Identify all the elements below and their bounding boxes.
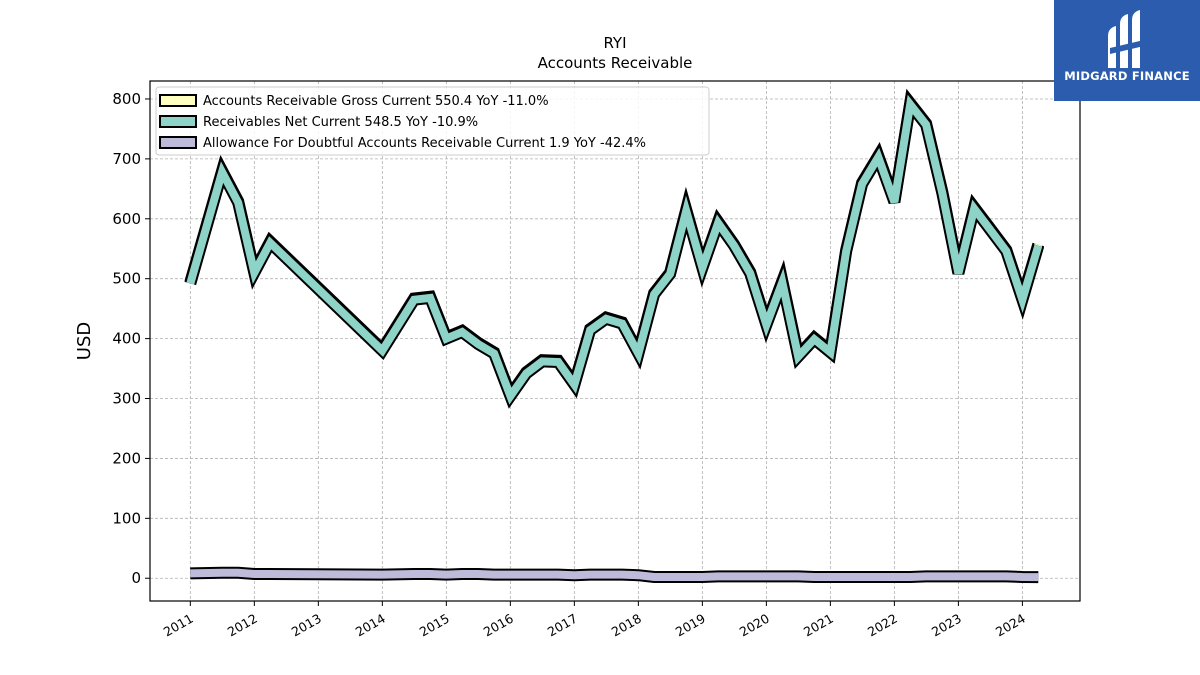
brand-logo: MIDGARD FINANCE <box>1054 0 1200 101</box>
logo-text: MIDGARD FINANCE <box>1064 69 1190 83</box>
series-line <box>190 568 1039 582</box>
plot-frame <box>149 80 1081 602</box>
legend-entry: Receivables Net Current 548.5 YoY -10.9% <box>203 115 478 130</box>
x-tick-label: 2017 <box>545 611 580 640</box>
y-tick-label: 0 <box>131 569 141 587</box>
logo-mark-icon <box>1108 10 1144 68</box>
legend-entry: Accounts Receivable Gross Current 550.4 … <box>203 94 549 109</box>
legend-box <box>155 86 710 156</box>
x-tick-label: 2011 <box>161 611 196 640</box>
legend-swatch <box>159 136 197 149</box>
x-tick-label: 2015 <box>417 611 452 640</box>
x-tick-label: 2013 <box>289 611 324 640</box>
legend-entry: Allowance For Doubtful Accounts Receivab… <box>203 136 646 151</box>
x-tick-label: 2020 <box>737 611 772 640</box>
x-tick-label: 2014 <box>353 611 388 640</box>
x-tick-label: 2016 <box>481 611 516 640</box>
legend-swatch <box>159 94 197 107</box>
y-tick-label: 400 <box>112 330 141 348</box>
x-tick-label: 2022 <box>865 611 900 640</box>
x-tick-label: 2021 <box>801 611 836 640</box>
y-tick-label: 300 <box>112 390 141 408</box>
y-tick-label: 700 <box>112 150 141 168</box>
y-tick-label: 100 <box>112 509 141 527</box>
legend: Accounts Receivable Gross Current 550.4 … <box>155 86 710 156</box>
y-tick-label: 800 <box>112 90 141 108</box>
y-tick-label: 500 <box>112 270 141 288</box>
series-line <box>186 94 1043 405</box>
legend-swatch <box>159 115 197 128</box>
series-receivables-net-current <box>184 89 1045 409</box>
x-tick-label: 2019 <box>673 611 708 640</box>
y-tick-label: 200 <box>112 449 141 467</box>
chart-title: RYI <box>603 34 626 52</box>
chart-subtitle: Accounts Receivable <box>538 54 693 72</box>
y-tick-label: 600 <box>112 210 141 228</box>
x-tick-label: 2012 <box>225 611 260 640</box>
series-allowance-for-doubtful-accounts-receivable-current <box>190 566 1039 584</box>
x-tick-label: 2023 <box>929 611 964 640</box>
x-tick-label: 2024 <box>993 611 1028 640</box>
x-tick-label: 2018 <box>609 611 644 640</box>
y-axis-label: USD <box>74 322 95 360</box>
